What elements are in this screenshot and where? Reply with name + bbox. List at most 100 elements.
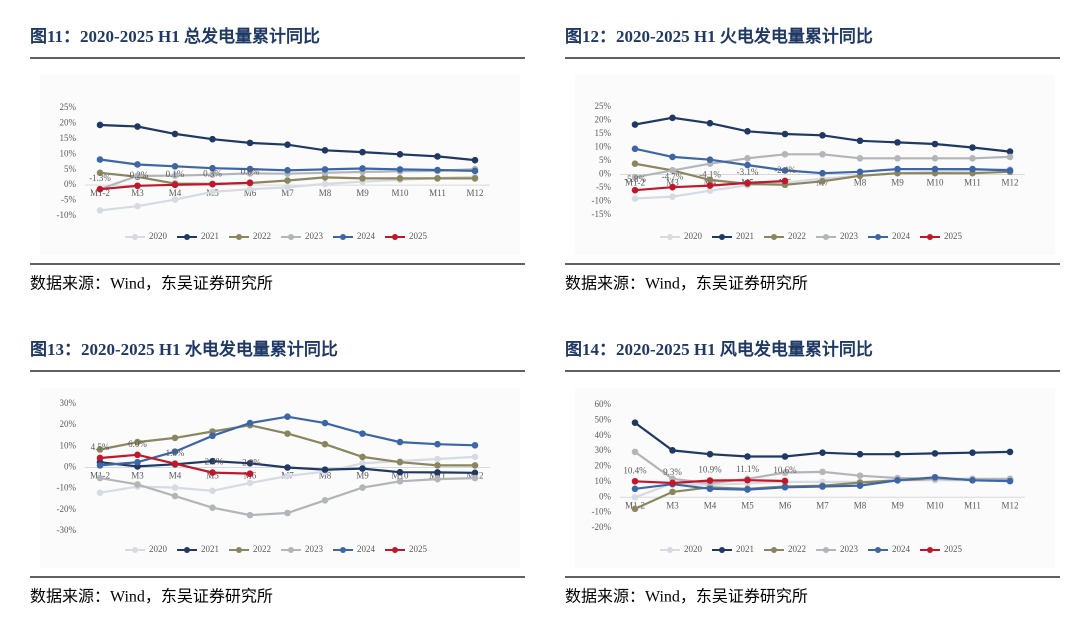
data-label: -0.2% (127, 170, 149, 180)
y-tick-label: 10% (60, 440, 77, 450)
point (171, 434, 179, 442)
legend-label: 2022 (788, 544, 806, 554)
point (669, 114, 676, 122)
x-tick-label: M11 (429, 188, 446, 198)
y-tick-label: 0% (599, 169, 612, 179)
point (434, 153, 441, 160)
legend-label: 2024 (892, 231, 911, 241)
point (1006, 448, 1014, 456)
point (96, 454, 104, 462)
x-tick-label: M8 (319, 471, 332, 481)
legend-marker (823, 547, 829, 553)
legend-label: 2020 (684, 544, 703, 554)
point (246, 139, 254, 147)
point (359, 175, 366, 182)
x-tick-label: M8 (854, 500, 867, 510)
chart-title: 图11：2020-2025 H1 总发电量累计同比 (30, 26, 320, 46)
data-label: -4.7% (662, 171, 684, 181)
point (396, 477, 404, 485)
point (669, 193, 676, 200)
point (96, 121, 104, 129)
legend-label: 2025 (944, 231, 963, 241)
legend-marker (719, 547, 725, 553)
legend-label: 2025 (944, 544, 963, 554)
legend-marker (927, 547, 933, 553)
point (359, 459, 366, 467)
point (471, 167, 479, 175)
x-tick-label: M4 (169, 188, 182, 198)
point (359, 165, 366, 172)
legend-label: 2021 (736, 544, 754, 554)
x-tick-label: M11 (964, 178, 981, 188)
point (96, 462, 104, 469)
x-tick-label: M10 (391, 188, 409, 198)
point (781, 177, 789, 185)
point (396, 166, 404, 173)
point (931, 140, 939, 148)
data-label: 10.9% (698, 465, 722, 475)
point (781, 130, 789, 138)
legend-marker (340, 547, 346, 553)
data-label: -2.4% (774, 165, 796, 175)
x-tick-label: M7 (816, 500, 829, 510)
point (931, 165, 939, 173)
chart-title: 图13：2020-2025 H1 水电发电量累计同比 (30, 339, 338, 359)
point (781, 453, 789, 460)
point (856, 155, 864, 162)
point (359, 453, 366, 461)
x-tick-label: M3 (666, 500, 679, 510)
point (209, 164, 216, 172)
point (781, 469, 789, 476)
y-tick-label: 0% (599, 491, 612, 501)
point (246, 419, 254, 427)
point (321, 440, 329, 448)
point (96, 169, 104, 177)
legend-label: 2022 (253, 544, 271, 554)
point (631, 173, 639, 181)
point (171, 181, 179, 189)
data-label: 10.4% (623, 465, 647, 475)
point (631, 121, 639, 128)
point (96, 185, 104, 193)
x-tick-label: M9 (891, 500, 904, 510)
point (284, 141, 291, 149)
legend-label: 2021 (736, 231, 754, 241)
point (969, 155, 976, 162)
legend-label: 2022 (788, 231, 806, 241)
y-tick-label: 10% (595, 476, 612, 486)
point (669, 153, 676, 161)
legend-marker (236, 234, 242, 240)
legend-label: 2023 (305, 231, 324, 241)
point (631, 493, 639, 501)
point (631, 160, 639, 167)
point (471, 453, 479, 461)
y-tick-label: 20% (595, 115, 612, 125)
chart-title: 图14：2020-2025 H1 风电发电量累计同比 (565, 339, 873, 359)
point (706, 485, 714, 493)
data-label: -2.9% (239, 458, 261, 468)
point (744, 179, 751, 187)
point (706, 156, 714, 163)
point (359, 465, 366, 472)
legend-label: 2020 (684, 231, 703, 241)
point (706, 182, 714, 189)
x-tick-label: M3 (131, 471, 144, 481)
point (856, 482, 864, 490)
point (321, 497, 329, 504)
data-label: 6.0% (128, 439, 147, 449)
point (134, 161, 141, 168)
x-tick-label: M5 (741, 500, 754, 510)
x-tick-label: M1-2 (90, 188, 110, 198)
x-tick-label: M8 (854, 178, 867, 188)
chart-title: 图12：2020-2025 H1 火电发电量累计同比 (565, 26, 873, 46)
legend-label: 2022 (253, 231, 271, 241)
legend-marker (719, 234, 725, 240)
point (894, 477, 901, 484)
point (134, 458, 141, 466)
point (284, 464, 291, 471)
point (969, 165, 976, 173)
point (631, 145, 639, 153)
y-tick-label: 5% (64, 164, 77, 174)
legend-marker (340, 234, 346, 240)
